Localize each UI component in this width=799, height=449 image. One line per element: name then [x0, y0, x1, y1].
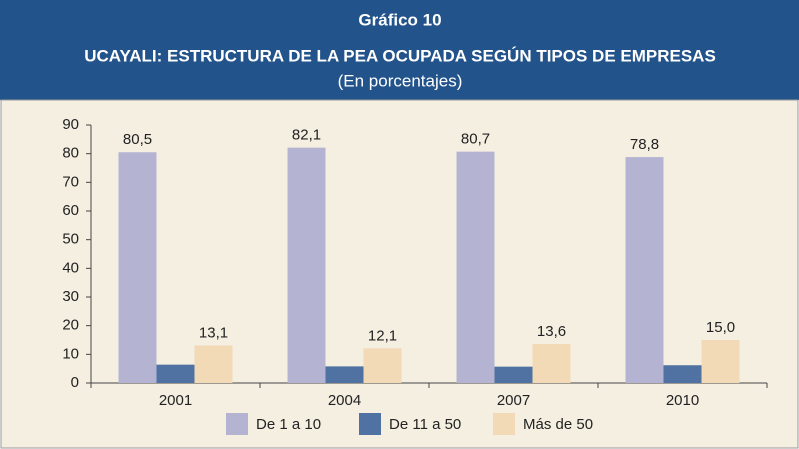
- y-tick-label: 70: [62, 173, 79, 190]
- chart-note: (En porcentajes): [338, 71, 463, 90]
- bar: [663, 365, 702, 383]
- bar: [194, 345, 233, 383]
- data-label: 13,1: [199, 324, 228, 341]
- bar: [363, 348, 402, 383]
- legend-swatch: [359, 413, 381, 435]
- legend-swatch: [226, 413, 248, 435]
- data-label: 15,0: [706, 319, 735, 336]
- data-label: 80,7: [461, 131, 490, 148]
- y-tick-label: 80: [62, 145, 79, 162]
- y-tick-label: 20: [62, 317, 79, 334]
- x-tick-label: 2001: [159, 392, 192, 409]
- y-tick-label: 0: [71, 374, 79, 391]
- bar: [156, 364, 195, 383]
- legend-swatch: [493, 413, 515, 435]
- x-tick-label: 2010: [666, 392, 699, 409]
- data-label: 13,6: [537, 323, 566, 340]
- y-tick-label: 40: [62, 259, 79, 276]
- y-tick-label: 90: [62, 116, 79, 133]
- bar: [287, 147, 326, 383]
- bar: [625, 157, 664, 383]
- bar: [701, 340, 740, 383]
- legend-label: Más de 50: [523, 416, 593, 433]
- data-label: 82,1: [292, 127, 321, 144]
- data-label: 78,8: [630, 136, 659, 153]
- bar: [494, 366, 533, 383]
- y-tick-label: 10: [62, 345, 79, 362]
- bar: [118, 152, 157, 383]
- y-tick-label: 60: [62, 202, 79, 219]
- x-tick-label: 2004: [328, 392, 361, 409]
- data-label: 12,1: [368, 327, 397, 344]
- y-tick-label: 30: [62, 288, 79, 305]
- data-label: 80,5: [123, 131, 152, 148]
- y-tick-label: 50: [62, 231, 79, 248]
- chart-title: Gráfico 10: [358, 10, 441, 29]
- bar: [456, 151, 495, 383]
- legend-label: De 11 a 50: [389, 416, 461, 433]
- bar: [532, 344, 571, 383]
- header: [0, 0, 799, 100]
- chart-subtitle: UCAYALI: ESTRUCTURA DE LA PEA OCUPADA SE…: [84, 46, 716, 65]
- bar: [325, 366, 364, 383]
- x-tick-label: 2007: [497, 392, 530, 409]
- legend-label: De 1 a 10: [256, 416, 321, 433]
